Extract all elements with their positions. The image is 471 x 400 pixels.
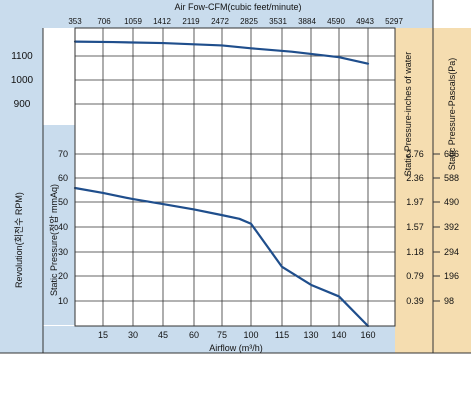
top-tick-label-7: 3531 xyxy=(269,17,287,26)
x-tick-label-1: 30 xyxy=(128,330,138,340)
inches-tick-label-2: 1.97 xyxy=(406,197,424,207)
top-tick-label-1: 706 xyxy=(97,17,111,26)
pressure-tick-label-1: 60 xyxy=(58,173,68,183)
pascal-tick-label-0: 686 xyxy=(444,149,459,159)
pascal-tick-label-6: 98 xyxy=(444,296,454,306)
x-tick-label-4: 75 xyxy=(217,330,227,340)
top-tick-label-2: 1059 xyxy=(124,17,142,26)
pressure-tick-label-6: 10 xyxy=(58,296,68,306)
top-tick-label-5: 2472 xyxy=(211,17,229,26)
pascal-tick-label-5: 196 xyxy=(444,271,459,281)
left-outer-axis-label: Revolution(회전수 RPM) xyxy=(14,192,24,288)
bottom-axis-band xyxy=(43,326,395,353)
inches-tick-label-6: 0.39 xyxy=(406,296,424,306)
left-outer-panel xyxy=(0,28,43,353)
pascal-tick-label-4: 294 xyxy=(444,247,459,257)
top-axis-title: Air Fow-CFM(cubic feet/minute) xyxy=(174,2,301,12)
pressure-tick-label-3: 40 xyxy=(58,222,68,232)
x-tick-label-0: 15 xyxy=(98,330,108,340)
x-tick-label-2: 45 xyxy=(158,330,168,340)
pressure-tick-label-2: 50 xyxy=(58,197,68,207)
pressure-tick-label-0: 70 xyxy=(58,149,68,159)
x-axis-title: Airflow (m³/h) xyxy=(209,343,263,353)
x-tick-label-9: 160 xyxy=(360,330,375,340)
top-tick-label-9: 4590 xyxy=(327,17,345,26)
top-tick-label-3: 1412 xyxy=(153,17,171,26)
right-outer-axis-label: Static Pressure-Pascals(Pa) xyxy=(447,58,457,171)
rpm-tick-label-0: 1100 xyxy=(11,51,33,62)
top-axis-band xyxy=(0,0,433,28)
x-tick-label-5: 100 xyxy=(243,330,258,340)
inches-tick-label-1: 2.36 xyxy=(406,173,424,183)
right-inner-axis-label: Static Pressure-inches of water xyxy=(403,52,413,177)
top-tick-label-11: 5297 xyxy=(385,17,403,26)
inches-tick-label-0: 2.76 xyxy=(406,149,424,159)
rpm-curve xyxy=(73,40,370,65)
top-tick-label-6: 2825 xyxy=(240,17,258,26)
x-tick-label-8: 140 xyxy=(331,330,346,340)
top-tick-label-0: 353 xyxy=(68,17,82,26)
plot-border xyxy=(74,27,396,327)
pascal-tick-label-3: 392 xyxy=(444,222,459,232)
x-tick-label-3: 60 xyxy=(189,330,199,340)
static-pressure-curve xyxy=(73,186,370,328)
x-tick-label-7: 130 xyxy=(303,330,318,340)
pascal-tick-label-2: 490 xyxy=(444,197,459,207)
inches-tick-label-5: 0.79 xyxy=(406,271,424,281)
pressure-tick-label-5: 20 xyxy=(58,271,68,281)
x-tick-label-6: 115 xyxy=(275,330,289,340)
left-inner-axis-label: Static Pressure(정압 mmAq) xyxy=(48,184,59,296)
pressure-tick-label-4: 30 xyxy=(58,247,68,257)
inches-tick-label-3: 1.57 xyxy=(406,222,424,232)
top-tick-label-8: 3884 xyxy=(298,17,316,26)
top-tick-label-10: 4943 xyxy=(356,17,374,26)
rpm-tick-label-1: 1000 xyxy=(11,75,34,86)
left-inner-panel xyxy=(43,125,75,325)
pascal-tick-label-1: 588 xyxy=(444,173,459,183)
plot-area xyxy=(75,28,395,326)
rpm-tick-label-2: 900 xyxy=(14,99,31,110)
top-tick-label-4: 2119 xyxy=(182,17,200,26)
inches-tick-label-4: 1.18 xyxy=(406,247,424,257)
